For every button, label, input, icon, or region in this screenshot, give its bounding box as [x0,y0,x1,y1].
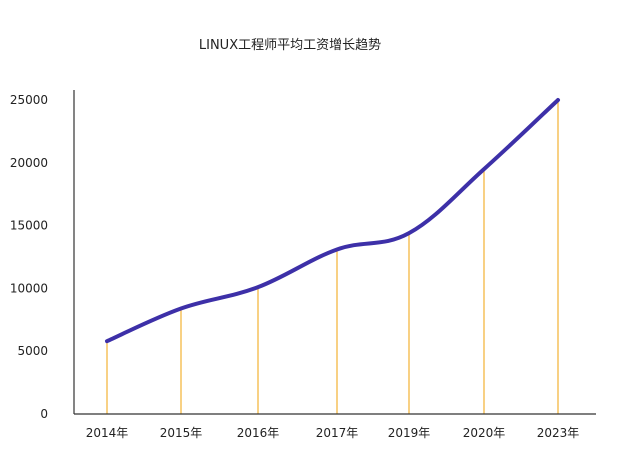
y-tick-label: 5000 [17,344,48,358]
series-line [105,98,560,344]
chart-title: LINUX工程师平均工资增长趋势 [198,38,382,53]
y-tick-label: 0 [40,407,48,421]
x-tick-label: 2023年 [537,426,580,440]
x-tick-label: 2015年 [160,426,203,440]
drop-lines [106,100,559,414]
x-tick-label: 2019年 [388,426,431,440]
y-tick-labels: 0 5000 10000 15000 20000 25000 [10,93,48,421]
x-tick-labels: 2014年 2015年 2016年 2017年 2019年 2020年 2023年 [86,426,580,440]
y-tick-label: 15000 [10,219,48,233]
axes [73,90,596,415]
y-tick-label: 20000 [10,156,48,170]
x-tick-label: 2014年 [86,426,129,440]
series-lines [105,98,560,344]
y-tick-label: 10000 [10,281,48,295]
y-tick-label: 25000 [10,93,48,107]
x-tick-label: 2020年 [463,426,506,440]
x-tick-label: 2016年 [237,426,280,440]
x-tick-label: 2017年 [316,426,359,440]
